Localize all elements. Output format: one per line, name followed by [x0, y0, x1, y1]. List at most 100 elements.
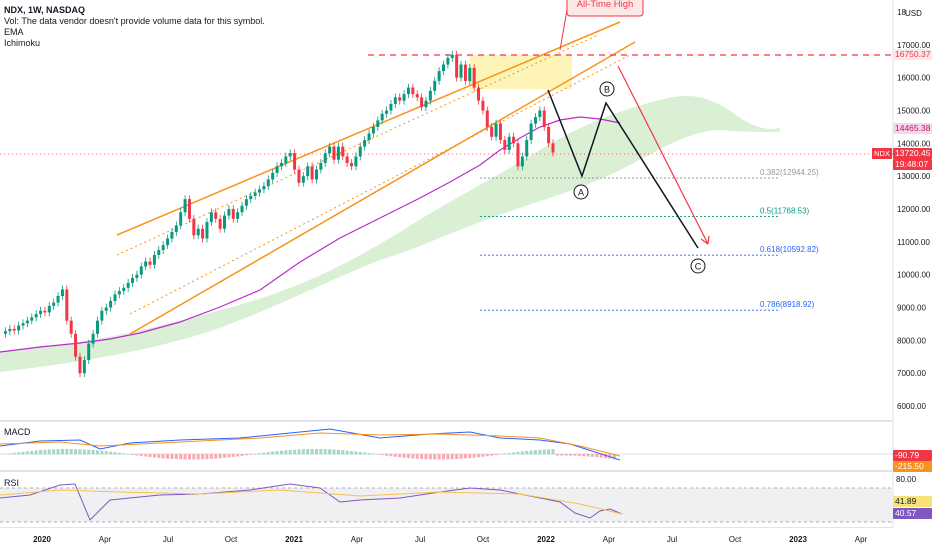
ath-callout[interactable]: All-Time High — [559, 0, 644, 51]
macd-histogram-bar — [236, 454, 240, 457]
candle — [402, 94, 406, 101]
macd-histogram-bar — [533, 450, 537, 455]
candle — [363, 140, 367, 147]
price-tick: 17000.00 — [897, 41, 931, 50]
macd-histogram-bar — [258, 453, 262, 455]
candle — [367, 133, 371, 141]
candle — [389, 103, 393, 111]
candle — [350, 163, 354, 167]
rsi-label[interactable]: RSI — [4, 478, 20, 488]
macd-histogram-bar — [306, 449, 310, 455]
candle — [43, 310, 47, 313]
macd-histogram-bar — [494, 454, 498, 456]
candle — [345, 156, 349, 164]
candle — [446, 57, 450, 65]
price-tick: 11000.00 — [897, 238, 930, 247]
candle — [205, 222, 209, 239]
candle — [415, 94, 419, 98]
volume-note: Vol: The data vendor doesn't provide vol… — [4, 16, 265, 26]
macd-histogram-bar — [437, 454, 441, 460]
wave-a-marker — [573, 184, 589, 200]
macd-histogram-bar — [218, 454, 222, 459]
macd-histogram-bar — [520, 451, 524, 455]
indicator-ichimoku[interactable]: Ichimoku — [4, 38, 41, 48]
time-tick: Apr — [99, 535, 112, 544]
candle — [249, 195, 253, 200]
ema-line — [0, 116, 621, 353]
macd-pane — [0, 428, 893, 461]
candle — [538, 110, 542, 118]
candle — [166, 238, 170, 246]
macd-histogram-bar — [411, 454, 415, 459]
price-tick: 12000.00 — [897, 205, 931, 214]
price-axis[interactable]: 6000.00 7000.00 8000.00 9000.00 10000.00 1100… — [897, 8, 931, 411]
macd-histogram-bar — [525, 450, 529, 455]
candle — [398, 97, 402, 101]
candle — [104, 307, 108, 311]
wave-c-label: C — [695, 262, 702, 272]
macd-histogram-bar — [266, 452, 270, 455]
macd-histogram-bar — [560, 454, 564, 456]
candle — [542, 110, 546, 127]
candle — [223, 215, 226, 229]
macd-histogram-bar — [170, 454, 174, 459]
candle — [126, 282, 130, 288]
macd-histogram-bar — [231, 454, 235, 457]
wave-b-marker — [599, 81, 615, 97]
candle — [17, 325, 21, 331]
time-tick: 2022 — [537, 535, 555, 544]
candle — [240, 205, 244, 213]
macd-histogram-bar — [402, 454, 406, 458]
macd-histogram-bar — [12, 452, 16, 455]
macd-histogram-bar — [91, 450, 95, 455]
macd-signal-badge: -215.50 — [893, 461, 932, 472]
macd-histogram-bar — [341, 450, 345, 455]
macd-histogram-bar — [358, 451, 362, 455]
macd-histogram-bar — [323, 449, 327, 455]
candle — [442, 64, 445, 72]
candle — [21, 323, 25, 326]
fib-level-label: 0.5(11768.53) — [760, 207, 810, 216]
macd-histogram-bar — [420, 454, 424, 460]
macd-histogram-bar — [376, 454, 380, 455]
macd-histogram-bar — [8, 453, 12, 455]
candle — [95, 320, 99, 334]
candle — [148, 261, 152, 265]
candle — [512, 136, 516, 144]
macd-histogram-bar — [43, 449, 47, 455]
candle — [301, 176, 305, 183]
rising-channel — [116, 21, 636, 335]
time-axis[interactable]: 2020 Apr Jul Oct 2021 Apr Jul Oct 2022 Apr Jul Oct 2… — [33, 535, 867, 544]
candle — [498, 123, 502, 141]
candle — [170, 231, 174, 239]
candle — [47, 305, 51, 313]
candle — [328, 146, 332, 154]
macd-histogram-bar — [39, 450, 43, 455]
candle — [455, 54, 459, 78]
macd-histogram-bar — [582, 454, 586, 457]
macd-histogram-bar — [424, 454, 428, 460]
symbol-title[interactable]: NDX, 1W, NASDAQ — [4, 5, 86, 15]
candle — [279, 163, 283, 167]
candle — [231, 209, 235, 219]
macd-histogram-bar — [183, 454, 187, 460]
macd-histogram-bar — [406, 454, 410, 459]
candle — [161, 245, 165, 251]
ath-zone — [470, 55, 572, 89]
macd-histogram-bar — [227, 454, 231, 458]
time-tick: Apr — [603, 535, 616, 544]
indicator-ema[interactable]: EMA — [4, 27, 24, 37]
macd-histogram-bar — [60, 449, 64, 455]
candle — [214, 212, 218, 219]
candle — [314, 169, 318, 180]
macd-histogram-bar — [65, 449, 69, 455]
time-tick: Jul — [163, 535, 173, 544]
macd-signal-line — [0, 432, 621, 457]
candle — [262, 186, 266, 190]
macd-histogram-bar — [4, 454, 7, 455]
candle — [437, 71, 441, 81]
candle — [25, 320, 29, 324]
macd-label[interactable]: MACD — [4, 427, 31, 437]
macd-histogram-bar — [490, 454, 494, 456]
